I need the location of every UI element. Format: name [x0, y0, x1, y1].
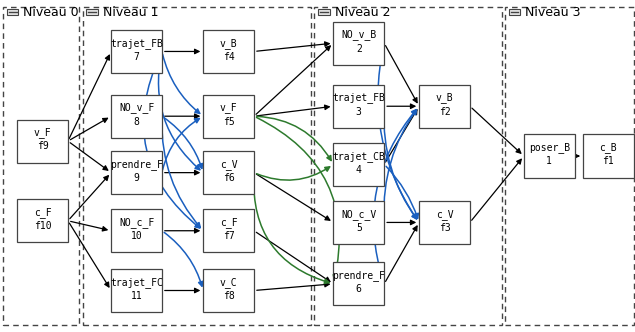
Bar [7, 9, 18, 15]
Bar [111, 209, 162, 252]
Bar [203, 30, 254, 73]
Text: Niveau 0: Niveau 0 [23, 6, 79, 19]
Bar [203, 269, 254, 312]
Text: prendre_F
6: prendre_F 6 [332, 270, 385, 294]
Text: NO_c_F
10: NO_c_F 10 [119, 217, 154, 241]
Bar [203, 209, 254, 252]
Text: c_F
f10: c_F f10 [34, 207, 51, 231]
Bar [333, 262, 384, 305]
Bar [505, 7, 634, 325]
Text: c_V
f3: c_V f3 [436, 209, 453, 233]
Bar [333, 201, 384, 244]
Bar [17, 199, 68, 242]
Bar [314, 7, 502, 325]
Text: c_F
f7: c_F f7 [220, 217, 237, 241]
Bar [333, 85, 384, 128]
Text: trajet_FB
3: trajet_FB 3 [332, 93, 385, 117]
Text: v_B
f4: v_B f4 [220, 38, 237, 62]
Text: v_F
f9: v_F f9 [34, 127, 51, 151]
Text: NO_v_F
8: NO_v_F 8 [119, 103, 154, 126]
Bar [111, 95, 162, 138]
Bar [509, 9, 520, 15]
Text: trajet_FB
7: trajet_FB 7 [110, 38, 163, 62]
Bar [318, 9, 330, 15]
Text: v_B
f2: v_B f2 [436, 93, 453, 117]
Text: NO_v_B
2: NO_v_B 2 [341, 30, 377, 53]
Text: Niveau 3: Niveau 3 [525, 6, 580, 19]
Bar [203, 151, 254, 194]
Text: c_V
f6: c_V f6 [220, 159, 237, 183]
Text: Niveau 2: Niveau 2 [335, 6, 390, 19]
Bar [333, 143, 384, 186]
Text: trajet_CB
4: trajet_CB 4 [332, 151, 385, 175]
Bar [203, 95, 254, 138]
Text: prendre_F
9: prendre_F 9 [110, 159, 163, 183]
Text: Niveau 1: Niveau 1 [103, 6, 158, 19]
Bar [583, 134, 634, 178]
Bar [111, 151, 162, 194]
Bar [17, 120, 68, 163]
Bar [86, 9, 98, 15]
Bar [419, 85, 470, 128]
Text: trajet_FC
11: trajet_FC 11 [110, 277, 163, 301]
Bar [111, 30, 162, 73]
Text: poser_B
1: poser_B 1 [529, 142, 570, 166]
Bar [524, 134, 575, 178]
Bar [333, 22, 384, 65]
Text: NO_c_V
5: NO_c_V 5 [341, 209, 377, 233]
Bar [111, 269, 162, 312]
Text: v_C
f8: v_C f8 [220, 277, 237, 301]
Bar [3, 7, 79, 325]
Text: c_B
f1: c_B f1 [599, 142, 617, 166]
Bar [83, 7, 311, 325]
Bar [419, 201, 470, 244]
Text: v_F
f5: v_F f5 [220, 103, 237, 126]
